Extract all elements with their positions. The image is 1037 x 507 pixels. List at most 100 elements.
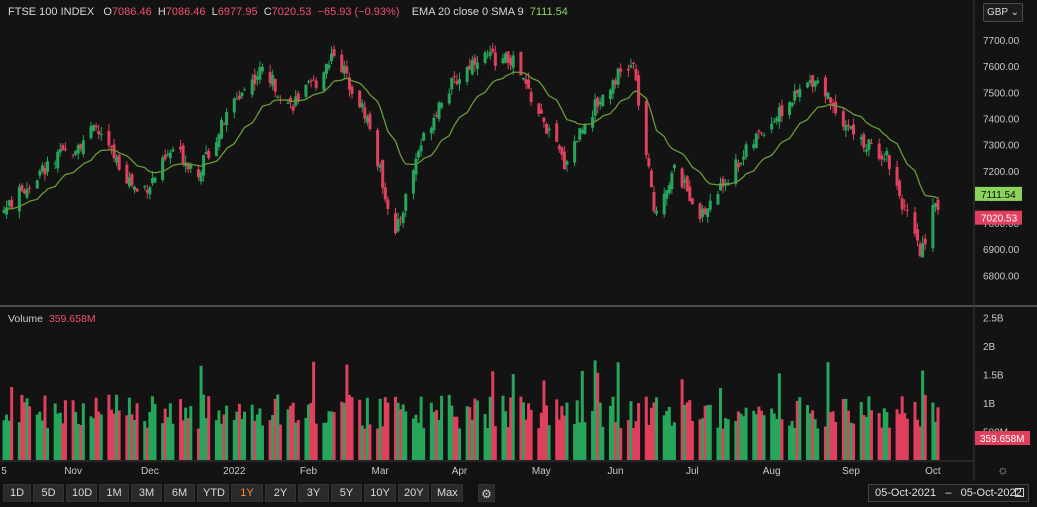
candle	[900, 198, 904, 210]
volume-bar	[99, 414, 103, 460]
candle	[171, 149, 175, 152]
range-button-ytd[interactable]: YTD	[197, 484, 229, 502]
volume-bar	[253, 420, 257, 460]
candle	[555, 123, 559, 142]
close-label: C	[263, 6, 272, 18]
volume-bar	[71, 400, 75, 460]
range-button-2y[interactable]: 2Y	[265, 484, 296, 502]
candle	[322, 72, 326, 91]
candle	[736, 163, 740, 168]
candle	[163, 154, 167, 160]
volume-bar	[278, 424, 282, 460]
candle	[268, 71, 272, 83]
volume-bar	[647, 424, 651, 460]
range-button-10y[interactable]: 10Y	[364, 484, 396, 502]
volume-bar	[202, 394, 206, 460]
candle	[28, 187, 32, 189]
volume-bar	[744, 407, 748, 460]
candle	[690, 198, 694, 205]
volume-bar	[437, 419, 441, 460]
volume-bar	[17, 422, 21, 460]
gear-icon[interactable]: ⚙	[478, 484, 495, 502]
candle	[933, 203, 937, 208]
volume-bar	[117, 410, 121, 460]
candle	[521, 77, 525, 80]
candle	[637, 75, 641, 106]
candle	[859, 137, 863, 140]
candle	[504, 53, 508, 63]
candle	[601, 94, 605, 106]
range-button-1y[interactable]: 1Y	[231, 484, 263, 502]
candle	[396, 219, 400, 232]
volume-bar	[578, 422, 582, 460]
candle	[220, 119, 224, 139]
range-button-20y[interactable]: 20Y	[398, 484, 429, 502]
open-label: O	[103, 6, 112, 18]
volume-bar	[841, 398, 845, 460]
axis-settings-icon[interactable]: ☼	[997, 462, 1009, 477]
candle	[560, 147, 564, 155]
price-tick-label: 6900.00	[983, 245, 1020, 256]
candle	[846, 124, 850, 127]
volume-bar	[135, 403, 139, 460]
volume-bar	[649, 407, 653, 460]
volume-bar	[757, 406, 761, 460]
volume-bar	[417, 422, 421, 460]
volume-bar	[726, 419, 730, 460]
volume-bar	[598, 402, 602, 460]
candle	[739, 162, 743, 164]
currency-selector[interactable]: GBP ⌄	[983, 3, 1023, 22]
candle	[399, 218, 403, 220]
volume-bar	[350, 397, 354, 460]
candle	[511, 55, 515, 68]
chart-canvas[interactable]: 7700.00 7600.00 7500.00 7400.00 7300.00 7200.…	[0, 0, 1037, 481]
volume-bar	[214, 420, 218, 460]
candle	[225, 112, 229, 126]
volume-bar	[560, 406, 564, 460]
volume-bar	[330, 411, 334, 460]
volume-bar	[204, 418, 208, 460]
x-tick-label: Jun	[608, 466, 624, 477]
volume-bar	[309, 402, 313, 460]
candle	[273, 78, 277, 92]
volume-bar	[186, 418, 190, 460]
candle	[258, 67, 262, 80]
volume-bar	[46, 427, 50, 460]
range-button-6m[interactable]: 6M	[164, 484, 195, 502]
range-button-5y[interactable]: 5Y	[331, 484, 362, 502]
candle	[250, 79, 254, 95]
volume-bar	[404, 411, 408, 460]
candle	[43, 167, 47, 175]
candle	[921, 243, 925, 258]
candle	[350, 86, 354, 95]
volume-bar	[61, 423, 65, 460]
range-button-max[interactable]: Max	[431, 484, 463, 502]
range-button-1m[interactable]: 1M	[99, 484, 129, 502]
candle	[634, 68, 638, 81]
candle	[347, 77, 351, 90]
range-button-5d[interactable]: 5D	[33, 484, 64, 502]
candle	[22, 190, 26, 194]
volume-bar	[358, 399, 362, 460]
volume-bar	[631, 428, 635, 460]
candle	[885, 150, 889, 156]
candle	[457, 79, 461, 84]
candle	[557, 145, 561, 150]
candle	[864, 149, 868, 152]
volume-bar	[289, 405, 293, 460]
candle	[862, 134, 866, 148]
candle	[2, 210, 6, 213]
date-range-picker[interactable]: 05-Oct-2021 – 05-Oct-2022	[868, 484, 1029, 502]
candle	[46, 161, 50, 172]
volume-bar	[53, 403, 57, 460]
low-label: L	[211, 6, 218, 18]
range-button-10d[interactable]: 10D	[66, 484, 97, 502]
range-button-3m[interactable]: 3M	[131, 484, 162, 502]
range-button-3y[interactable]: 3Y	[298, 484, 329, 502]
volume-bar	[10, 387, 14, 460]
volume-bar	[759, 410, 763, 460]
volume-bar	[844, 398, 848, 460]
volume-bar	[399, 409, 403, 460]
open-value: 7086.46	[111, 6, 152, 18]
range-button-1d[interactable]: 1D	[3, 484, 31, 502]
